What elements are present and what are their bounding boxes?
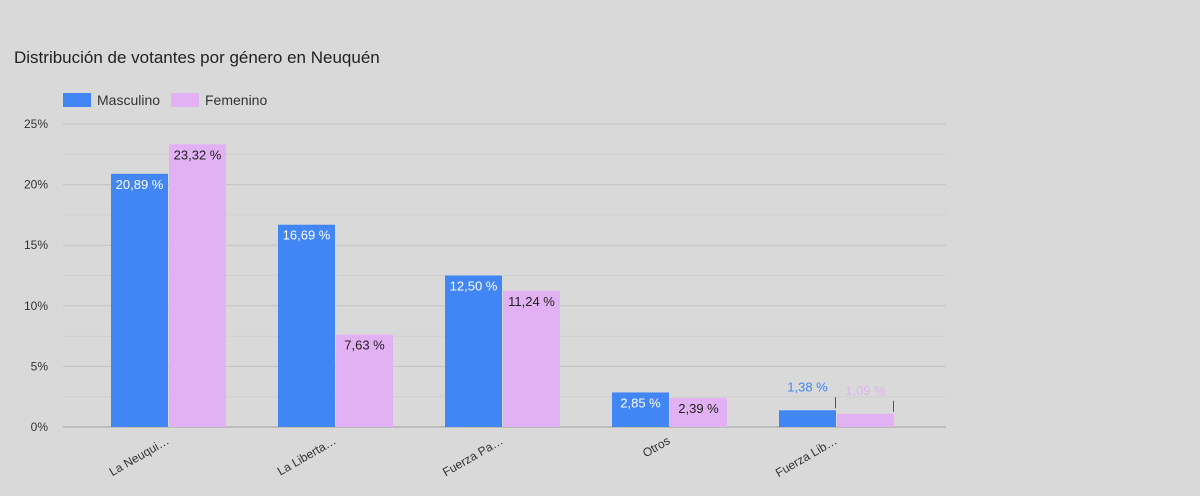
- bar-masculino: [111, 173, 168, 427]
- data-label: 12,50 %: [450, 279, 498, 294]
- y-tick-label: 0%: [31, 420, 49, 434]
- bar-femenino: [670, 398, 727, 427]
- x-tick-label: Fuerza Lib…: [773, 433, 839, 479]
- legend-label-femenino: Femenino: [205, 92, 267, 108]
- y-tick-label: 10%: [24, 299, 48, 313]
- data-label: 11,24 %: [508, 294, 555, 309]
- data-label: 23,32 %: [174, 147, 222, 162]
- x-tick-label: La Neuqui…: [107, 433, 172, 478]
- legend-label-masculino: Masculino: [97, 92, 160, 108]
- data-label: 16,69 %: [283, 228, 331, 243]
- x-tick-label: Fuerza Pa…: [440, 433, 505, 479]
- y-tick-label: 15%: [24, 238, 48, 252]
- data-label: 1,09 %: [845, 383, 886, 398]
- bar-masculino: [278, 224, 335, 427]
- legend-swatch-femenino: [171, 93, 199, 107]
- bar-femenino: [169, 144, 226, 427]
- x-tick-label: La Liberta…: [275, 433, 339, 478]
- data-label: 20,89 %: [116, 177, 164, 192]
- bars: [111, 144, 894, 427]
- data-labels: 20,89 % 23,32 % 16,69 % 7,63 % 12,50 % 11,24 …: [116, 147, 894, 416]
- y-tick-label: 25%: [24, 117, 48, 131]
- data-label: 1,38 %: [787, 379, 828, 394]
- bar-masculino: [779, 410, 836, 427]
- data-label: 2,39 %: [678, 401, 719, 416]
- bar-femenino: [336, 334, 393, 427]
- x-tick-label: Otros: [640, 433, 672, 460]
- y-tick-label: 5%: [31, 359, 49, 373]
- x-axis: La Neuqui… La Liberta… Fuerza Pa… Otros Fuer…: [107, 433, 840, 479]
- y-axis: 0% 5% 10% 15% 20% 25%: [24, 117, 48, 434]
- legend-swatch-masculino: [63, 93, 91, 107]
- data-label: 2,85 %: [620, 395, 661, 410]
- y-tick-label: 20%: [24, 178, 48, 192]
- chart-title: Distribución de votantes por género en N…: [14, 48, 380, 67]
- bar-masculino: [612, 392, 669, 427]
- bar-masculino: [445, 275, 502, 427]
- bar-femenino: [837, 413, 894, 427]
- legend: Masculino Femenino: [63, 92, 267, 108]
- data-label: 7,63 %: [344, 338, 385, 353]
- bar-femenino: [503, 290, 560, 427]
